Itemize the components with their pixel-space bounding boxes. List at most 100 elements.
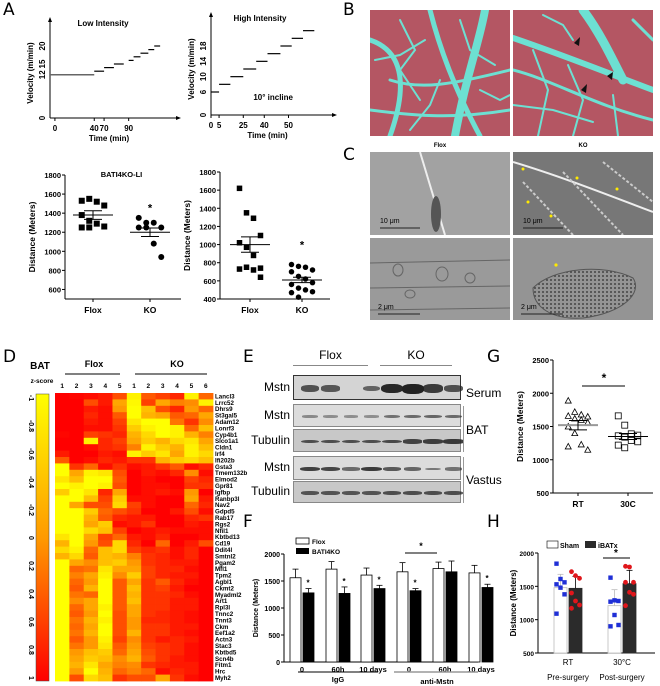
- data-point-square: [608, 599, 613, 604]
- data-point-circle: [573, 598, 578, 604]
- flox-he-image: [370, 10, 510, 136]
- heatmap-cell: [184, 578, 200, 586]
- heatmap-cell: [198, 642, 214, 650]
- heatmap-cell: [155, 540, 171, 547]
- heatmap-cell: [141, 527, 156, 535]
- data-point-circle: [631, 591, 636, 597]
- heatmap-cell: [169, 418, 185, 426]
- panel-label-d: D: [3, 347, 17, 367]
- heatmap-cell: [184, 489, 200, 496]
- heatmap-cell: [155, 508, 171, 515]
- heatmap-cell: [169, 521, 185, 528]
- heatmap-cell: [155, 591, 171, 599]
- heatmap-cell: [141, 565, 156, 573]
- x-tick-label: 10 days: [359, 665, 387, 674]
- heatmap-cell: [126, 642, 142, 650]
- heatmap-cell: [155, 610, 171, 618]
- blot-band: [320, 466, 341, 472]
- heatmap-cell: [155, 597, 171, 605]
- blot-band: [444, 385, 463, 392]
- bar-bati4ko: [481, 587, 494, 663]
- heatmap-group-label-ko: KO: [170, 359, 184, 369]
- heatmap-cell: [155, 533, 171, 541]
- heatmap-cell: [69, 425, 85, 432]
- heatmap-cell: [169, 469, 185, 477]
- heatmap-cell: [169, 482, 185, 490]
- heatmap-cell: [184, 444, 200, 451]
- heatmap-cell: [141, 674, 156, 682]
- data-point-circle: [150, 219, 157, 226]
- heatmap-cell: [55, 617, 70, 624]
- heatmap-row-label: St3gal5: [215, 413, 238, 420]
- heatmap-cell: [98, 610, 113, 618]
- heatmap-cell: [69, 636, 85, 643]
- y-axis-label: Distance (Meters): [253, 579, 260, 637]
- heatmap-cell: [83, 546, 99, 554]
- heatmap-cell: [184, 527, 200, 535]
- data-point-square: [257, 274, 264, 280]
- heatmap-cell: [155, 437, 171, 445]
- heatmap-cell: [184, 597, 200, 605]
- legend-label-ibatx: iBATx: [598, 543, 618, 550]
- blot-band: [364, 415, 379, 418]
- heatmap-cell: [184, 495, 200, 503]
- heatmap-cell: [169, 501, 185, 509]
- data-point-square: [86, 195, 93, 202]
- heatmap-cell: [98, 597, 113, 605]
- heatmap-cell: [155, 655, 171, 663]
- data-point-square: [250, 267, 257, 273]
- heatmap-cell: [69, 674, 85, 682]
- heatmap-row-label: Gdpd5: [215, 509, 235, 516]
- heatmap-cell: [126, 521, 142, 528]
- blot-band: [403, 467, 422, 471]
- heatmap-cell: [126, 674, 142, 682]
- bracket-bat: [463, 406, 464, 452]
- chart-title: BATI4KO-LI: [101, 170, 143, 179]
- data-point-square: [558, 576, 563, 582]
- heatmap-cell: [98, 476, 113, 483]
- heatmap-cell: [112, 585, 128, 592]
- colorbar-tick-label: 0.2: [27, 561, 34, 571]
- blot-band: [445, 467, 462, 471]
- blot-band: [300, 491, 320, 495]
- heatmap-cell: [83, 508, 99, 515]
- heatmap-cell: [169, 431, 185, 439]
- heatmap-cell: [83, 559, 99, 567]
- heatmap-cell: [141, 591, 156, 599]
- heatmap-cell: [184, 476, 200, 483]
- blot-band: [424, 414, 442, 419]
- heatmap-cell: [141, 610, 156, 618]
- heatmap-cell: [184, 463, 200, 471]
- x-tick-label: RT: [572, 499, 584, 509]
- heatmap-cell: [141, 585, 156, 592]
- heatmap-cell: [169, 610, 185, 618]
- heatmap-cell: [55, 591, 70, 599]
- heatmap-cell: [55, 495, 70, 503]
- heatmap-cell: [141, 655, 156, 663]
- bar-flox: [468, 572, 481, 663]
- data-point-triangle: [577, 416, 585, 423]
- data-point-square: [243, 264, 250, 270]
- heatmap-cell: [69, 399, 85, 407]
- data-point-triangle: [564, 422, 572, 430]
- heatmap-cell: [98, 591, 113, 599]
- heatmap-cell: [184, 405, 200, 413]
- heatmap-cell: [198, 508, 214, 515]
- heatmap-cell: [55, 636, 70, 643]
- heatmap-cell: [141, 476, 156, 483]
- heatmap-cell: [198, 604, 214, 611]
- heatmap-cell: [184, 425, 200, 432]
- blot-band: [444, 414, 463, 419]
- y-tick-label: 1400: [199, 204, 216, 213]
- heatmap-cell: [198, 425, 214, 432]
- heatmap-cell: [69, 623, 85, 631]
- heatmap-row-label: Ranbp3l: [215, 496, 240, 503]
- heatmap-cell: [112, 655, 128, 663]
- heatmap-cell: [55, 668, 70, 675]
- heatmap-column-label: 4: [103, 383, 107, 390]
- blot-band: [323, 415, 338, 418]
- data-point-square: [78, 224, 85, 231]
- heatmap-cell: [184, 610, 200, 618]
- significance-star: *: [377, 575, 381, 584]
- heatmap-row-label: Smtnl2: [215, 553, 236, 560]
